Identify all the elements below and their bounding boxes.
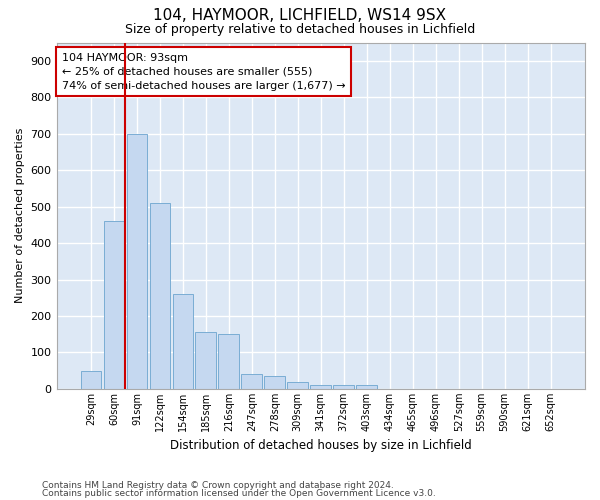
Bar: [287, 382, 308, 389]
Text: Contains public sector information licensed under the Open Government Licence v3: Contains public sector information licen…: [42, 489, 436, 498]
X-axis label: Distribution of detached houses by size in Lichfield: Distribution of detached houses by size …: [170, 440, 472, 452]
Text: 104 HAYMOOR: 93sqm
← 25% of detached houses are smaller (555)
74% of semi-detach: 104 HAYMOOR: 93sqm ← 25% of detached hou…: [62, 53, 346, 91]
Bar: [173, 294, 193, 389]
Bar: [104, 221, 124, 389]
Bar: [334, 385, 354, 389]
Text: Contains HM Land Registry data © Crown copyright and database right 2024.: Contains HM Land Registry data © Crown c…: [42, 480, 394, 490]
Bar: [241, 374, 262, 389]
Bar: [80, 370, 101, 389]
Bar: [196, 332, 216, 389]
Bar: [310, 385, 331, 389]
Bar: [149, 203, 170, 389]
Bar: [265, 376, 285, 389]
Bar: [127, 134, 147, 389]
Bar: [218, 334, 239, 389]
Y-axis label: Number of detached properties: Number of detached properties: [15, 128, 25, 304]
Text: Size of property relative to detached houses in Lichfield: Size of property relative to detached ho…: [125, 22, 475, 36]
Bar: [356, 385, 377, 389]
Text: 104, HAYMOOR, LICHFIELD, WS14 9SX: 104, HAYMOOR, LICHFIELD, WS14 9SX: [154, 8, 446, 22]
